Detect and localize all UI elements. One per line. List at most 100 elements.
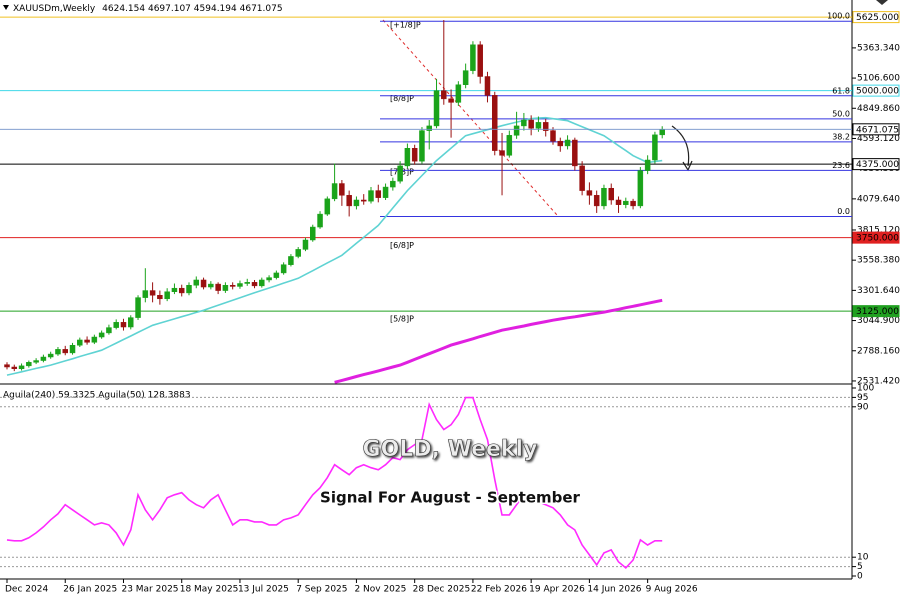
symbol-menu-icon[interactable]	[3, 5, 9, 10]
candle-body	[419, 130, 425, 162]
candle-body	[142, 290, 149, 298]
chart-header: XAUUSDm,Weekly 4624.154 4697.107 4594.19…	[13, 4, 283, 14]
x-tick-label: 23 Mar 2025	[121, 585, 178, 595]
candle-body	[128, 317, 134, 328]
candle-body	[331, 183, 338, 200]
price-tag: 5000.000	[856, 87, 899, 97]
candle-body	[346, 195, 352, 207]
candle-body	[84, 339, 90, 343]
candle-body	[368, 190, 374, 202]
candle-body	[310, 226, 316, 241]
candle-body	[470, 44, 476, 71]
y-tick-label: 0	[857, 572, 863, 582]
current-price-tag: 4671.075	[856, 125, 899, 135]
x-tick-label: 26 Jan 2025	[63, 585, 117, 595]
candle-body	[375, 190, 382, 198]
moving-average	[334, 298, 663, 384]
candle-body	[360, 199, 367, 202]
x-tick-label: 7 Sep 2025	[296, 585, 347, 595]
candle-body	[302, 239, 309, 250]
candle-body	[521, 119, 527, 127]
candle-body	[623, 200, 629, 205]
candle-body	[40, 356, 47, 361]
candle-body	[106, 327, 112, 334]
fib-label: 61.8	[832, 86, 850, 95]
candle-body	[411, 147, 418, 162]
candle-body	[608, 187, 614, 201]
price-tag: 5625.000	[856, 13, 899, 23]
level-label: [8/8]P	[390, 94, 414, 103]
candle-body	[513, 125, 520, 136]
y-tick-label: 3815.120	[857, 225, 900, 235]
y-tick-label: 5	[857, 562, 863, 572]
candle-body	[113, 322, 119, 328]
current-price-box	[852, 123, 900, 136]
signal-caption: Signal For August - September	[320, 489, 580, 507]
candle-body	[11, 366, 18, 370]
candle-body	[222, 285, 229, 291]
y-tick-label: 3044.900	[857, 316, 900, 326]
candle-body	[637, 170, 644, 207]
candle-body	[433, 90, 440, 127]
y-tick-label: 2788.160	[857, 346, 900, 356]
candle-body	[244, 282, 250, 284]
trend-line	[382, 19, 558, 216]
candle-body	[506, 135, 513, 156]
candle-body	[652, 134, 658, 161]
candle-body	[528, 119, 534, 129]
candle-body	[593, 195, 600, 207]
x-tick-label: 28 Dec 2025	[413, 585, 471, 595]
y-tick-label: 100	[857, 384, 874, 394]
price-tag-box	[852, 84, 900, 97]
window-icon[interactable]	[876, 0, 888, 5]
candle-body	[535, 122, 542, 129]
candle-body	[579, 165, 585, 191]
candle-body	[644, 159, 651, 171]
candle-body	[229, 285, 236, 287]
candle-body	[186, 285, 192, 294]
candle-body	[492, 95, 498, 151]
price-tag: 4375.000	[856, 160, 899, 170]
fib-label: 50.0	[832, 109, 850, 118]
candle-body	[586, 190, 593, 196]
y-tick-label: 3301.640	[857, 286, 900, 296]
y-tick-label: 10	[857, 553, 869, 563]
symbol: XAUUSDm,Weekly	[13, 4, 96, 14]
fib-label: 23.6	[832, 161, 850, 170]
y-tick-label: 2531.420	[857, 376, 900, 386]
oscillator-line	[6, 396, 663, 569]
level-label: [+1/8]P	[390, 21, 421, 30]
open-value: 4624.154	[102, 4, 145, 14]
candle-body	[120, 322, 127, 328]
candle-body	[266, 277, 272, 281]
candle-body	[208, 283, 214, 288]
high-value: 4697.107	[148, 4, 191, 14]
fib-label: 100.0	[827, 12, 850, 21]
candle-body	[273, 272, 280, 278]
x-tick-label: 14 Jun 2026	[587, 585, 641, 595]
x-tick-label: Dec 2024	[5, 585, 48, 595]
candle-body	[26, 362, 32, 367]
price-tag-box	[852, 231, 900, 244]
watermark-title: GOLD, Weekly	[363, 437, 538, 462]
candle-body	[62, 349, 68, 354]
y-tick-label: 4849.860	[857, 104, 900, 114]
candle-body	[441, 90, 447, 100]
fib-label: 38.2	[832, 132, 850, 141]
level-label: [6/8]P	[390, 241, 414, 250]
candle-body	[564, 139, 571, 147]
candle-body	[601, 187, 607, 207]
y-tick-label: 4593.120	[857, 134, 900, 144]
candle-body	[455, 84, 462, 103]
y-tick-label: 3558.380	[857, 256, 900, 266]
forecast-arrow	[671, 125, 690, 167]
price-tag: 3750.000	[856, 234, 899, 244]
candle-body	[251, 282, 258, 287]
close-value: 4671.075	[240, 4, 283, 14]
candle-body	[630, 200, 636, 207]
candle-body	[280, 264, 287, 274]
candle-body	[339, 183, 345, 196]
y-tick-label: 5363.340	[857, 43, 900, 53]
candle-body	[18, 365, 25, 370]
